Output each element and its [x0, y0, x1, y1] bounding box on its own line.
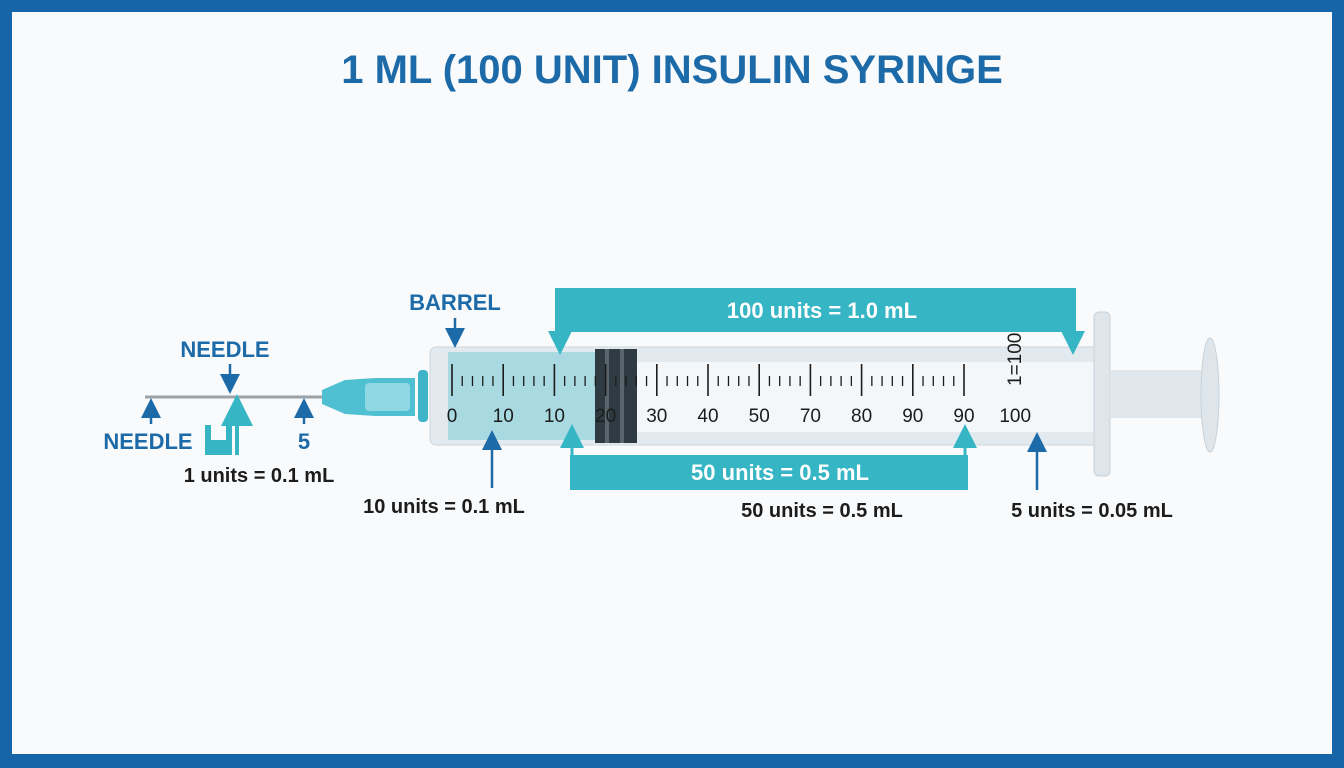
- scale-labels: 0 10 10 20 30 40 50 70 80 90 90 100: [447, 406, 1031, 427]
- barrel-label: BARREL: [409, 290, 501, 315]
- unit-cup-icon: [205, 425, 232, 455]
- scale-label: 100: [999, 406, 1031, 427]
- needle-label-left: NEEDLE: [103, 429, 192, 454]
- fifty-units-label: 50 units = 0.5 mL: [741, 500, 903, 522]
- barrel-inner: [636, 362, 1096, 432]
- needle-hub: [322, 370, 428, 422]
- barrel-flange: [1093, 311, 1111, 477]
- bracket-top: [555, 288, 1076, 332]
- scale-label: 70: [800, 406, 821, 427]
- one-unit-label: 1 units = 0.1 mL: [184, 465, 335, 487]
- scale-label: 40: [697, 406, 718, 427]
- scale-label: 90: [953, 406, 974, 427]
- needle-label-top: NEEDLE: [180, 337, 269, 362]
- scale-label: 0: [447, 406, 458, 427]
- plunger-thumb-rest: [1200, 337, 1220, 453]
- five-units-label: 5 units = 0.05 mL: [1011, 500, 1173, 522]
- bracket-bottom: [570, 455, 968, 490]
- bracket-top-label: 100 units = 1.0 mL: [727, 298, 917, 323]
- plunger-stopper: [595, 349, 637, 443]
- five-label: 5: [298, 429, 310, 454]
- scale-label: 50: [749, 406, 770, 427]
- scale-label: 90: [902, 406, 923, 427]
- page-title: 1 ML (100 UNIT) INSULIN SYRINGE: [341, 48, 1003, 92]
- bracket-bottom-label: 50 units = 0.5 mL: [691, 460, 869, 485]
- ten-units-label: 10 units = 0.1 mL: [363, 496, 525, 518]
- insulin-liquid: [448, 352, 596, 440]
- scale-label: 10: [493, 406, 514, 427]
- vertical-mark: 1=100: [1005, 333, 1026, 386]
- scale-label: 30: [646, 406, 667, 427]
- plunger-rod: [1110, 370, 1205, 418]
- scale-label: 10: [544, 406, 565, 427]
- scale-label: 80: [851, 406, 872, 427]
- scale-label: 20: [595, 406, 616, 427]
- scale-ticks: [451, 364, 965, 396]
